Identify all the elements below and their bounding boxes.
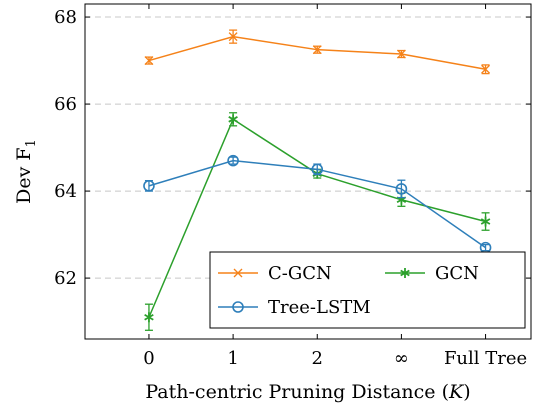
data-point [143, 180, 155, 192]
series-group [143, 29, 492, 331]
x-tick-label: Full Tree [444, 348, 527, 369]
data-point [227, 154, 239, 167]
y-tick-label: 68 [54, 7, 77, 28]
legend-marker [400, 268, 410, 278]
data-point [396, 49, 406, 59]
x-axis-label: Path-centric Pruning Distance (K) [145, 381, 470, 403]
x-tick-label: ∞ [394, 348, 409, 369]
data-point [311, 163, 324, 176]
legend-entry-tree-lstm: Tree-LSTM [218, 297, 371, 318]
data-point [228, 114, 238, 125]
series-c-gcn [144, 29, 491, 75]
y-tick-label: 64 [54, 181, 77, 202]
data-point [480, 216, 491, 227]
data-point [228, 32, 238, 42]
legend-label: Tree-LSTM [268, 297, 371, 318]
axis-labels: Path-centric Pruning Distance (K) Dev F1 [13, 139, 471, 403]
legend-marker [232, 301, 244, 313]
axis-ticks: 62 64 66 68 0 1 2 ∞ Full Tree [54, 4, 531, 369]
data-point [144, 56, 154, 66]
grid-lines [85, 16, 531, 279]
y-axis-label: Dev F1 [13, 139, 39, 204]
legend-label: GCN [435, 263, 479, 284]
series-tree-lstm [143, 154, 492, 254]
legend-box [209, 251, 526, 329]
x-tick-label: 1 [227, 348, 238, 369]
x-tick-label: 0 [143, 348, 154, 369]
y-tick-label: 62 [54, 268, 77, 289]
data-point [395, 183, 408, 195]
data-point [312, 45, 322, 55]
legend-entry-gcn: GCN [385, 263, 479, 284]
legend-marker [233, 268, 243, 278]
plot-frame [84, 3, 532, 340]
x-tick-label: 2 [312, 348, 323, 369]
legend-label: C-GCN [268, 263, 332, 284]
legend: C-GCN GCN Tree-LSTM [209, 251, 526, 329]
y-tick-label: 66 [54, 94, 77, 115]
legend-entry-c-gcn: C-GCN [218, 263, 332, 284]
data-point [481, 64, 491, 74]
data-point [144, 312, 154, 323]
